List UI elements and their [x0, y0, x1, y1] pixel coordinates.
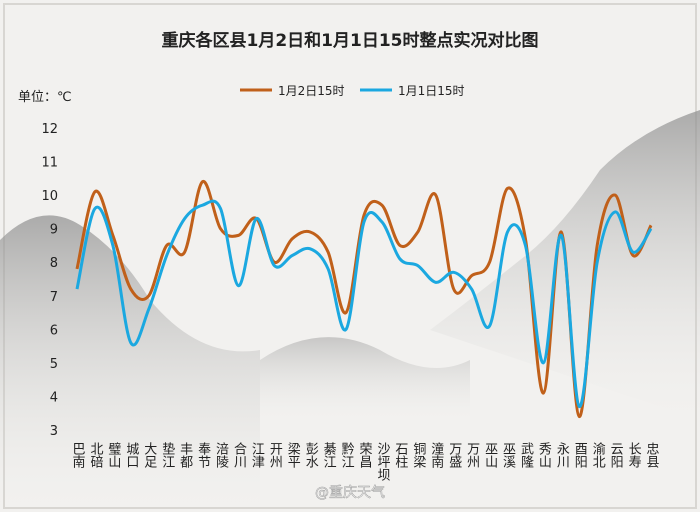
x-tick-label: 合川: [231, 442, 247, 468]
x-tick-label: 巴南: [70, 442, 86, 468]
x-tick-label: 永川: [554, 442, 570, 468]
chart-title: 重庆各区县1月2日和1月1日15时整点实况对比图: [162, 30, 539, 51]
x-tick-label: 大足: [141, 442, 157, 469]
y-tick-label: 8: [50, 256, 58, 271]
y-tick-label: 7: [50, 290, 58, 305]
x-tick-label: 渝北: [590, 441, 606, 469]
x-tick-label: 长寿: [626, 442, 642, 468]
x-tick-label: 彭水: [303, 442, 319, 468]
x-tick-label: 涪陵: [213, 442, 229, 468]
x-tick-label: 奉节: [195, 442, 211, 468]
x-tick-label: 丰都: [177, 442, 193, 468]
y-tick-label: 12: [41, 122, 58, 137]
y-tick-label: 6: [50, 323, 58, 338]
watermark: @重庆天气: [315, 485, 385, 501]
y-tick-label: 10: [41, 189, 58, 204]
x-tick-label: 开州: [267, 442, 283, 468]
y-axis-label: 单位：℃: [18, 90, 72, 105]
x-tick-label: 巫山: [482, 442, 498, 468]
x-tick-label: 黔江: [339, 442, 355, 468]
x-tick-label: 秀山: [536, 442, 552, 468]
x-tick-label: 城口: [123, 442, 139, 468]
x-tick-label: 荣昌: [357, 442, 373, 468]
x-tick-label: 巫溪: [500, 442, 516, 468]
x-tick-label: 綦江: [321, 442, 337, 468]
x-tick-label: 铜梁: [410, 442, 426, 468]
x-tick-label: 武隆: [518, 442, 534, 469]
mountain: [0, 215, 260, 512]
x-tick-label: 沙坪坝: [374, 442, 390, 481]
y-tick-label: 4: [50, 390, 58, 405]
legend-label: 1月1日15时: [398, 84, 465, 98]
x-tick-label: 万州: [464, 442, 480, 468]
x-tick-label: 潼南: [428, 441, 444, 468]
x-tick-label: 江津: [249, 442, 265, 468]
x-tick-label: 梁平: [285, 442, 301, 468]
x-tick-label: 万盛: [446, 442, 462, 468]
x-tick-label: 璧山: [105, 441, 121, 468]
x-tick-label: 北碚: [87, 442, 103, 468]
x-tick-label: 石柱: [392, 442, 408, 469]
series-line: [75, 199, 653, 409]
y-tick-label: 5: [50, 357, 58, 372]
legend-label: 1月2日15时: [278, 84, 345, 98]
y-tick-label: 9: [50, 223, 58, 238]
x-tick-label: 酉阳: [572, 442, 588, 468]
x-tick-label: 垫江: [159, 441, 175, 468]
mountain: [260, 337, 470, 420]
x-tick-label: 云阳: [608, 442, 624, 468]
x-tick-label: 忠县: [644, 442, 660, 468]
y-tick-label: 11: [41, 156, 58, 171]
y-tick-label: 3: [50, 424, 58, 439]
